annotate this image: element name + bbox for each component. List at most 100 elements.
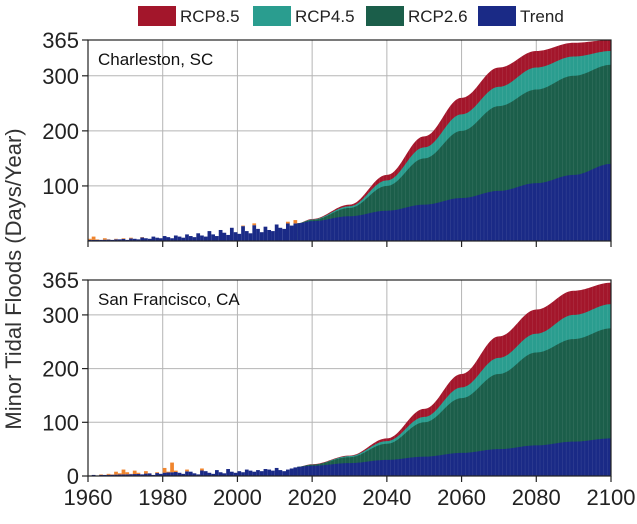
observed-trend-bar xyxy=(275,224,279,241)
y-tick-label-200: 200 xyxy=(42,119,79,144)
legend-label-rcp45: RCP4.5 xyxy=(295,7,355,26)
x-tick-label-1980: 1980 xyxy=(138,485,187,510)
observed-trend-bar xyxy=(189,472,193,476)
y-tick-label-300: 300 xyxy=(42,64,79,89)
x-tick-label-2040: 2040 xyxy=(362,485,411,510)
observed-bar xyxy=(293,220,297,223)
observed-trend-bar xyxy=(230,228,234,241)
observed-trend-bar xyxy=(282,229,286,241)
y-tick-label-365: 365 xyxy=(42,268,79,293)
observed-trend-bar xyxy=(204,237,208,241)
observed-bar xyxy=(166,472,170,473)
observed-bar xyxy=(125,472,129,474)
observed-trend-bar xyxy=(241,226,245,241)
observed-trend-bar xyxy=(215,470,219,476)
observed-trend-bar xyxy=(219,230,223,241)
observed-trend-bar xyxy=(196,233,200,241)
observed-trend-bar xyxy=(264,469,268,476)
observed-trend-bar xyxy=(271,231,275,241)
legend-label-rcp85: RCP8.5 xyxy=(180,7,240,26)
observed-trend-bar xyxy=(245,231,249,241)
observed-trend-bar xyxy=(249,233,253,241)
legend-swatch-rcp26 xyxy=(366,6,404,26)
observed-trend-bar xyxy=(286,470,290,476)
observed-bar xyxy=(118,473,122,474)
observed-bar xyxy=(103,238,107,239)
y-tick-label-300: 300 xyxy=(42,303,79,328)
observed-bar xyxy=(185,470,189,472)
y-axis-label: Minor Tidal Floods (Days/Year) xyxy=(1,128,26,429)
legend: RCP8.5 RCP4.5 RCP2.6 Trend xyxy=(138,6,564,26)
x-tick-label-2080: 2080 xyxy=(512,485,561,510)
observed-trend-bar xyxy=(279,470,283,476)
observed-trend-bar xyxy=(185,471,189,476)
observed-trend-bar xyxy=(211,234,215,241)
panel-title: Charleston, SC xyxy=(98,50,213,69)
observed-trend-bar xyxy=(215,236,219,241)
observed-bar xyxy=(286,222,290,224)
observed-trend-bar xyxy=(279,228,283,241)
observed-bar xyxy=(133,471,137,474)
observed-trend-bar xyxy=(237,234,241,241)
x-tick-label-2100: 2100 xyxy=(587,485,636,510)
observed-bar xyxy=(144,471,148,473)
observed-trend-bar xyxy=(271,471,275,476)
observed-trend-bar xyxy=(275,468,279,476)
observed-bar xyxy=(155,472,159,473)
observed-bar xyxy=(163,468,167,473)
y-tick-label-200: 200 xyxy=(42,357,79,382)
observed-trend-bar xyxy=(226,235,230,241)
observed-bar xyxy=(174,471,178,472)
observed-trend-bar xyxy=(249,471,253,476)
observed-trend-bar xyxy=(256,229,260,241)
observed-trend-bar xyxy=(204,471,208,476)
observed-bar xyxy=(122,470,126,475)
observed-bar xyxy=(137,473,141,474)
observed-trend-bar xyxy=(286,223,290,241)
observed-trend-bar xyxy=(226,469,230,476)
observed-bar xyxy=(129,238,133,239)
x-tick-label-2060: 2060 xyxy=(437,485,486,510)
observed-bar xyxy=(200,468,204,470)
observed-trend-bar xyxy=(290,226,294,241)
observed-bar xyxy=(252,223,256,225)
observed-bar xyxy=(122,238,126,239)
observed-trend-bar xyxy=(282,471,286,476)
observed-bar xyxy=(114,472,118,475)
observed-trend-bar xyxy=(230,472,234,476)
observed-trend-bar xyxy=(290,468,294,476)
observed-trend-bar xyxy=(163,236,167,241)
observed-trend-bar xyxy=(267,470,271,476)
legend-label-rcp26: RCP2.6 xyxy=(408,7,468,26)
legend-swatch-trend xyxy=(478,6,516,26)
observed-trend-bar xyxy=(189,236,193,241)
y-tick-label-365: 365 xyxy=(42,28,79,53)
panel-charleston: 100 200 300 365 Charleston, SC xyxy=(42,28,611,247)
legend-swatch-rcp45 xyxy=(253,6,291,26)
observed-bar xyxy=(107,474,111,475)
observed-trend-bar xyxy=(293,467,297,476)
legend-label-trend: Trend xyxy=(520,7,564,26)
y-tick-label-100: 100 xyxy=(42,410,79,435)
y-tick-label-100: 100 xyxy=(42,174,79,199)
observed-trend-bar xyxy=(200,235,204,241)
x-tick-label-2000: 2000 xyxy=(213,485,262,510)
panel-title: San Francisco, CA xyxy=(98,290,240,309)
observed-trend-bar xyxy=(245,470,249,476)
observed-trend-bar xyxy=(208,231,212,241)
observed-bar xyxy=(241,226,245,227)
observed-trend-bar xyxy=(252,225,256,241)
observed-trend-bar xyxy=(293,223,297,241)
observed-bar xyxy=(92,237,96,240)
observed-bar xyxy=(170,463,174,473)
observed-trend-bar xyxy=(178,237,182,241)
observed-trend-bar xyxy=(264,227,268,241)
observed-trend-bar xyxy=(222,233,226,241)
legend-swatch-rcp85 xyxy=(138,6,176,26)
observed-trend-bar xyxy=(152,237,156,241)
observed-trend-bar xyxy=(234,232,238,241)
